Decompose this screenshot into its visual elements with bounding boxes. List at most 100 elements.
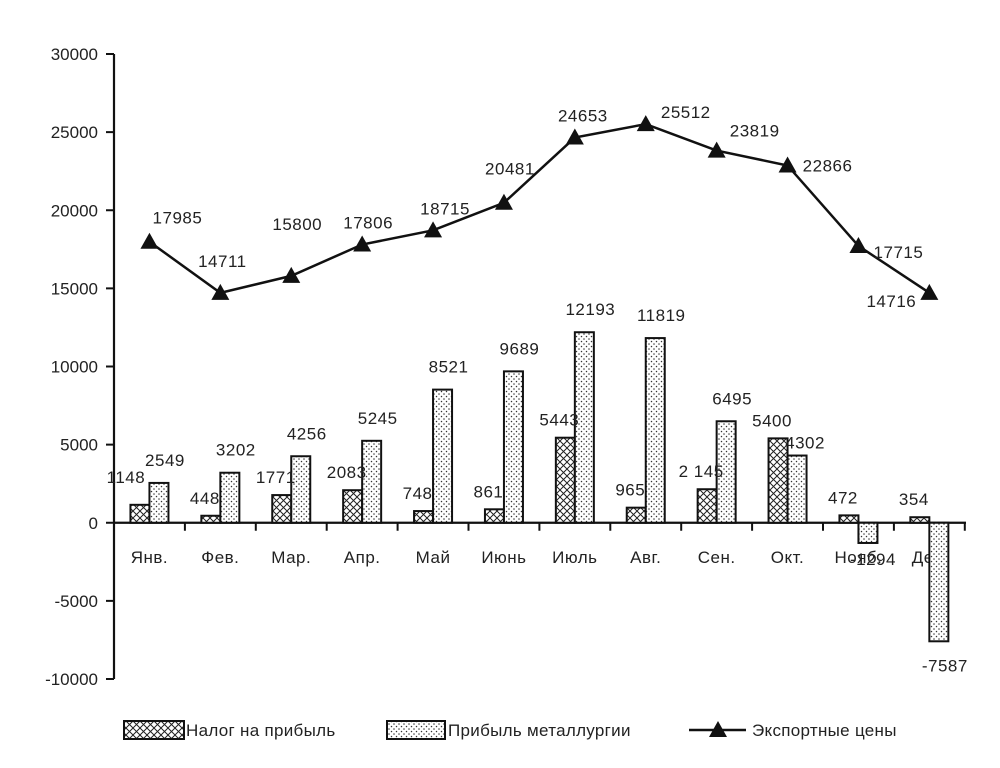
- line-value-label: 17985: [153, 209, 203, 228]
- bar: [786, 454, 808, 524]
- line-marker: [636, 115, 655, 132]
- bar-value-label: 3202: [216, 441, 256, 460]
- y-tick-label: -10000: [45, 670, 98, 689]
- line-value-label: 23819: [730, 122, 780, 141]
- bar: [129, 503, 151, 524]
- bar: [502, 370, 524, 524]
- bar: [483, 508, 505, 524]
- bar: [838, 514, 860, 524]
- data-labels: 1148 448 1771 2083 748 861 5443 965 2 145 5400 472…: [107, 103, 968, 675]
- line-value-label: 17806: [343, 214, 393, 233]
- bar-value-label: 11819: [637, 306, 686, 325]
- x-tick-label: Июнь: [481, 548, 526, 567]
- bar-value-label: 2549: [145, 451, 185, 470]
- bar-value-label: -7587: [922, 656, 968, 675]
- axes: 30000 25000 20000 15000 10000 5000 0 -5000 -1000…: [45, 45, 966, 689]
- bar-value-label: 5400: [752, 411, 792, 430]
- bar-value-label: 2 145: [679, 462, 724, 481]
- bar: [644, 337, 666, 524]
- bar-value-label: 8521: [429, 358, 469, 377]
- line-marker: [565, 128, 584, 145]
- bar-value-label: 965: [615, 481, 645, 500]
- bar-value-label: 4302: [785, 434, 825, 453]
- bar: [342, 489, 364, 524]
- bar: [219, 471, 241, 524]
- y-tick-label: 20000: [51, 201, 98, 220]
- line-value-label: 25512: [661, 103, 711, 122]
- line-marker: [920, 283, 939, 300]
- bar-value-label: 5245: [358, 409, 398, 428]
- legend-label-metallurgy: Прибыль металлургии: [448, 721, 631, 740]
- bar: [625, 506, 647, 524]
- legend-label-export: Экспортные цены: [752, 721, 897, 740]
- y-tick-label: 10000: [51, 358, 98, 377]
- line-path: [148, 122, 931, 295]
- bar: [290, 455, 312, 524]
- line-value-label: 18715: [420, 199, 470, 218]
- bar-value-label: 1771: [256, 468, 296, 487]
- line-marker: [140, 232, 159, 249]
- y-tick-label: 30000: [51, 45, 98, 64]
- line-marker: [849, 236, 868, 253]
- bar: [715, 420, 737, 524]
- bar-value-label: 448: [190, 489, 220, 508]
- bar-value-label: 1148: [107, 468, 146, 487]
- legend-label-tax: Налог на прибыль: [186, 721, 335, 740]
- line-marker: [353, 235, 372, 252]
- bar: [413, 510, 435, 524]
- bar: [271, 494, 293, 524]
- line-value-label: 20481: [485, 160, 535, 179]
- legend-swatch-tax: [123, 720, 185, 740]
- line-value-label: 17715: [874, 243, 924, 262]
- bar-value-label: 748: [403, 484, 433, 503]
- line-marker: [778, 156, 797, 173]
- x-tick-label: Мар.: [271, 548, 311, 567]
- bar: [148, 481, 170, 524]
- line-value-label: 24653: [558, 107, 608, 126]
- bar: [696, 488, 718, 524]
- bar-value-label: 6495: [712, 389, 752, 408]
- legend: Налог на прибыль Прибыль металлургии Экспо…: [123, 720, 897, 740]
- legend-swatch-metallurgy: [386, 720, 446, 740]
- bar: [554, 436, 576, 524]
- x-tick-label: Нояб.: [834, 548, 882, 567]
- line-marker: [424, 221, 443, 238]
- y-tick-label: -5000: [55, 592, 98, 611]
- line-value-label: 15800: [272, 215, 322, 234]
- bar-value-label: 5443: [539, 411, 579, 430]
- y-tick-label: 0: [89, 514, 98, 533]
- x-tick-label: Окт.: [771, 548, 804, 567]
- bar: [432, 388, 454, 524]
- bar-value-label: 861: [474, 482, 504, 501]
- x-tick-label: Сен.: [698, 548, 736, 567]
- bar: [928, 521, 950, 643]
- bars: [129, 331, 950, 643]
- bar: [200, 514, 222, 524]
- bar-value-label: 12193: [565, 300, 615, 319]
- line-marker: [707, 141, 726, 158]
- y-tick-label: 5000: [60, 436, 98, 455]
- bar: [909, 516, 931, 524]
- legend-marker-export: [709, 721, 727, 737]
- bar-value-label: 2083: [327, 463, 367, 482]
- bar: [361, 439, 383, 524]
- bar-value-label: 472: [828, 488, 858, 507]
- bar-value-label: 354: [899, 490, 929, 509]
- bar: [857, 521, 879, 544]
- x-tick-label: Фев.: [201, 548, 239, 567]
- bar: [573, 331, 595, 524]
- bar-value-label: 4256: [287, 424, 327, 443]
- x-tick-label: Апр.: [344, 548, 381, 567]
- bar-value-label: -1294: [850, 550, 896, 569]
- x-tick-label: Авг.: [630, 548, 661, 567]
- x-tick-label: Янв.: [131, 548, 168, 567]
- x-tick-label: Май: [416, 548, 451, 567]
- line-marker: [211, 283, 230, 300]
- line-value-label: 22866: [803, 156, 853, 175]
- line-marker: [282, 266, 301, 283]
- bar-value-label: 9689: [500, 339, 540, 358]
- line-series: [140, 115, 939, 300]
- y-tick-label: 15000: [51, 279, 98, 298]
